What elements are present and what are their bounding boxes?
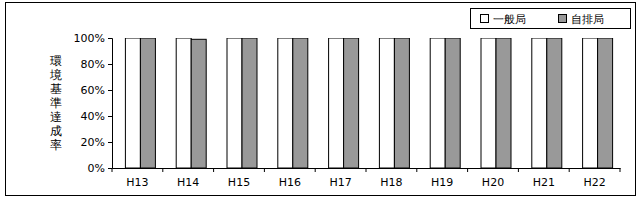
x-tick: H16 xyxy=(279,168,301,189)
bar xyxy=(430,38,445,168)
x-tick-label: H13 xyxy=(126,176,148,189)
x-tick-label: H16 xyxy=(279,176,301,189)
bar xyxy=(191,39,206,168)
y-tick-mark xyxy=(108,116,112,117)
x-tick-label: H19 xyxy=(431,176,453,189)
x-tick: H22 xyxy=(583,168,605,189)
y-tick-label: 0% xyxy=(88,162,105,175)
y-axis-line xyxy=(108,39,113,169)
legend-label: 自排局 xyxy=(571,13,604,26)
x-separator xyxy=(315,168,316,172)
x-tick: H17 xyxy=(329,168,351,189)
bars xyxy=(125,38,612,168)
legend-swatch xyxy=(559,15,567,23)
x-separator xyxy=(162,168,163,172)
bar xyxy=(445,38,460,168)
legend: 一般局 自排局 xyxy=(471,9,631,29)
x-tick-label: H17 xyxy=(329,176,351,189)
y-tick: 100% xyxy=(74,32,112,45)
x-separator xyxy=(620,168,621,172)
frame xyxy=(6,3,636,196)
bar xyxy=(547,38,562,168)
x-tick: H18 xyxy=(380,168,402,189)
bar xyxy=(293,38,308,168)
y-tick-label: 20% xyxy=(81,136,105,149)
chart: 0%20%40%60%80%100%H13H14H15H16H17H18H19H… xyxy=(0,0,640,199)
bar xyxy=(227,38,242,168)
x-tick-label: H21 xyxy=(533,176,555,189)
y-tick-label: 80% xyxy=(81,58,105,71)
x-separator xyxy=(416,168,417,172)
legend-box xyxy=(471,9,631,29)
bar xyxy=(278,38,293,168)
y-tick-mark xyxy=(108,64,112,65)
bar xyxy=(598,38,613,168)
x-separator xyxy=(213,168,214,172)
x-tick: H15 xyxy=(228,168,250,189)
x-axis: H13 H14 H15 H16 H17 H18 H19 H20 H21 H22 xyxy=(113,168,621,189)
y-tick-mark xyxy=(108,38,112,39)
y-tick-mark xyxy=(108,90,112,91)
x-tick: H19 xyxy=(431,168,453,189)
bar xyxy=(379,38,394,168)
bar xyxy=(125,38,140,168)
y-tick: 40% xyxy=(81,110,112,123)
x-tick-label: H20 xyxy=(482,176,504,189)
x-separator xyxy=(112,168,113,172)
bar xyxy=(496,38,511,168)
x-tick: H20 xyxy=(482,168,504,189)
bar xyxy=(481,38,496,168)
x-separator xyxy=(366,168,367,172)
bar xyxy=(176,38,191,168)
y-tick-label: 100% xyxy=(74,32,105,45)
y-tick-mark xyxy=(108,168,112,169)
bar xyxy=(140,38,155,168)
x-tick: H13 xyxy=(126,168,148,189)
x-tick: H21 xyxy=(533,168,555,189)
bar xyxy=(344,38,359,168)
bar xyxy=(242,38,257,168)
y-tick-mark xyxy=(108,142,112,143)
x-separator xyxy=(569,168,570,172)
bar xyxy=(329,38,344,168)
legend-label: 一般局 xyxy=(493,13,526,26)
y-tick: 0% xyxy=(88,162,112,175)
y-tick: 20% xyxy=(81,136,112,149)
y-tick-label: 40% xyxy=(81,110,105,123)
x-tick-label: H14 xyxy=(177,176,199,189)
bar xyxy=(532,38,547,168)
x-tick-label: H15 xyxy=(228,176,250,189)
bar xyxy=(583,38,598,168)
x-separator xyxy=(264,168,265,172)
y-tick: 60% xyxy=(81,84,112,97)
y-axis-title: 環境基準達成率 xyxy=(49,54,62,152)
y-axis: 0% 20% 40% 60% 80% 100% xyxy=(74,32,113,175)
legend-swatch xyxy=(481,15,489,23)
x-tick: H14 xyxy=(177,168,199,189)
x-separator xyxy=(518,168,519,172)
x-separator xyxy=(467,168,468,172)
y-tick: 80% xyxy=(81,58,112,71)
bar xyxy=(394,38,409,168)
x-tick-label: H22 xyxy=(583,176,605,189)
y-tick-label: 60% xyxy=(81,84,105,97)
x-tick-label: H18 xyxy=(380,176,402,189)
